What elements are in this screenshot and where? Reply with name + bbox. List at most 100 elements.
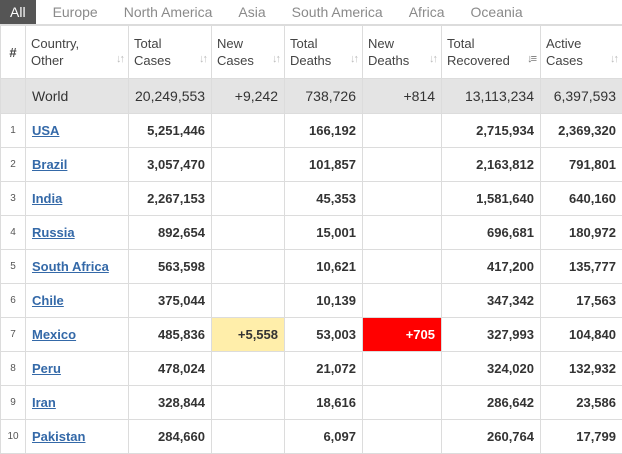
- world-new-cases-cell: +9,242: [212, 79, 285, 114]
- active-cases-cell: 2,369,320: [541, 114, 622, 148]
- country-cell: Iran: [26, 386, 129, 420]
- country-link[interactable]: Iran: [32, 395, 56, 410]
- country-link[interactable]: Pakistan: [32, 429, 85, 444]
- sort-descending-icon: ↓≡: [527, 51, 535, 68]
- world-total-recovered-cell: 13,113,234: [442, 79, 541, 114]
- region-tabs: All Europe North America Asia South Amer…: [0, 0, 622, 25]
- country-cell: USA: [26, 114, 129, 148]
- total-deaths-cell: 53,003: [285, 318, 363, 352]
- rank-cell: 6: [1, 284, 26, 318]
- world-total-cases-cell: 20,249,553: [129, 79, 212, 114]
- header-rank-label: #: [9, 45, 16, 60]
- country-link[interactable]: South Africa: [32, 259, 109, 274]
- country-link[interactable]: Chile: [32, 293, 64, 308]
- header-total-cases[interactable]: Total Cases↓↑: [129, 26, 212, 79]
- header-country[interactable]: Country, Other↓↑: [26, 26, 129, 79]
- new-cases-cell: [212, 420, 285, 454]
- new-cases-cell: [212, 216, 285, 250]
- country-cell: Chile: [26, 284, 129, 318]
- tab-asia[interactable]: Asia: [225, 0, 278, 24]
- cases-table: # Country, Other↓↑ Total Cases↓↑ New Cas…: [0, 25, 622, 454]
- country-link[interactable]: India: [32, 191, 62, 206]
- active-cases-cell: 17,563: [541, 284, 622, 318]
- world-name-cell: World: [26, 79, 129, 114]
- header-new-cases[interactable]: New Cases↓↑: [212, 26, 285, 79]
- sort-arrows-icon: ↓↑: [199, 51, 206, 68]
- header-active-cases[interactable]: Active Cases↓↑: [541, 26, 622, 79]
- total-cases-cell: 892,654: [129, 216, 212, 250]
- country-link[interactable]: Mexico: [32, 327, 76, 342]
- rank-cell: 5: [1, 250, 26, 284]
- country-link[interactable]: Peru: [32, 361, 61, 376]
- rank-cell: 1: [1, 114, 26, 148]
- country-link[interactable]: USA: [32, 123, 59, 138]
- new-cases-cell: [212, 114, 285, 148]
- country-cell: South Africa: [26, 250, 129, 284]
- total-cases-cell: 5,251,446: [129, 114, 212, 148]
- rank-cell: 4: [1, 216, 26, 250]
- country-cell: Pakistan: [26, 420, 129, 454]
- total-cases-cell: 485,836: [129, 318, 212, 352]
- header-country-label: Country, Other: [31, 35, 123, 69]
- new-deaths-cell: +705: [363, 318, 442, 352]
- table-header-row: # Country, Other↓↑ Total Cases↓↑ New Cas…: [1, 26, 622, 79]
- total-recovered-cell: 1,581,640: [442, 182, 541, 216]
- total-deaths-cell: 45,353: [285, 182, 363, 216]
- header-rank[interactable]: #: [1, 26, 26, 79]
- total-deaths-cell: 10,621: [285, 250, 363, 284]
- total-deaths-cell: 21,072: [285, 352, 363, 386]
- total-deaths-cell: 101,857: [285, 148, 363, 182]
- header-new-deaths[interactable]: New Deaths↓↑: [363, 26, 442, 79]
- total-deaths-cell: 10,139: [285, 284, 363, 318]
- total-deaths-cell: 166,192: [285, 114, 363, 148]
- sort-arrows-icon: ↓↑: [350, 51, 357, 68]
- country-cell: Mexico: [26, 318, 129, 352]
- world-new-deaths-cell: +814: [363, 79, 442, 114]
- sort-arrows-icon: ↓↑: [272, 51, 279, 68]
- new-cases-cell: [212, 284, 285, 318]
- sort-arrows-icon: ↓↑: [610, 51, 617, 68]
- header-active-cases-label: Active Cases: [546, 35, 617, 69]
- total-recovered-cell: 2,715,934: [442, 114, 541, 148]
- total-recovered-cell: 696,681: [442, 216, 541, 250]
- country-cell: Russia: [26, 216, 129, 250]
- new-deaths-cell: [363, 386, 442, 420]
- header-total-recovered[interactable]: Total Recovered↓≡: [442, 26, 541, 79]
- active-cases-cell: 17,799: [541, 420, 622, 454]
- total-cases-cell: 563,598: [129, 250, 212, 284]
- total-deaths-cell: 6,097: [285, 420, 363, 454]
- country-cell: Peru: [26, 352, 129, 386]
- total-cases-cell: 3,057,470: [129, 148, 212, 182]
- country-link[interactable]: Brazil: [32, 157, 67, 172]
- tab-europe[interactable]: Europe: [40, 0, 111, 24]
- total-cases-cell: 478,024: [129, 352, 212, 386]
- tab-oceania[interactable]: Oceania: [458, 0, 536, 24]
- tab-all[interactable]: All: [0, 0, 36, 24]
- country-link[interactable]: Russia: [32, 225, 75, 240]
- total-cases-cell: 375,044: [129, 284, 212, 318]
- total-recovered-cell: 260,764: [442, 420, 541, 454]
- total-recovered-cell: 417,200: [442, 250, 541, 284]
- tab-south-america[interactable]: South America: [279, 0, 396, 24]
- world-active-cases-cell: 6,397,593: [541, 79, 622, 114]
- total-cases-cell: 328,844: [129, 386, 212, 420]
- world-row: World 20,249,553 +9,242 738,726 +814 13,…: [1, 79, 622, 114]
- total-cases-cell: 284,660: [129, 420, 212, 454]
- total-recovered-cell: 2,163,812: [442, 148, 541, 182]
- total-recovered-cell: 324,020: [442, 352, 541, 386]
- tab-north-america[interactable]: North America: [111, 0, 226, 24]
- header-total-deaths-label: Total Deaths: [290, 35, 357, 69]
- header-total-deaths[interactable]: Total Deaths↓↑: [285, 26, 363, 79]
- total-recovered-cell: 347,342: [442, 284, 541, 318]
- country-cell: India: [26, 182, 129, 216]
- country-cell: Brazil: [26, 148, 129, 182]
- tab-africa[interactable]: Africa: [396, 0, 458, 24]
- new-deaths-cell: [363, 148, 442, 182]
